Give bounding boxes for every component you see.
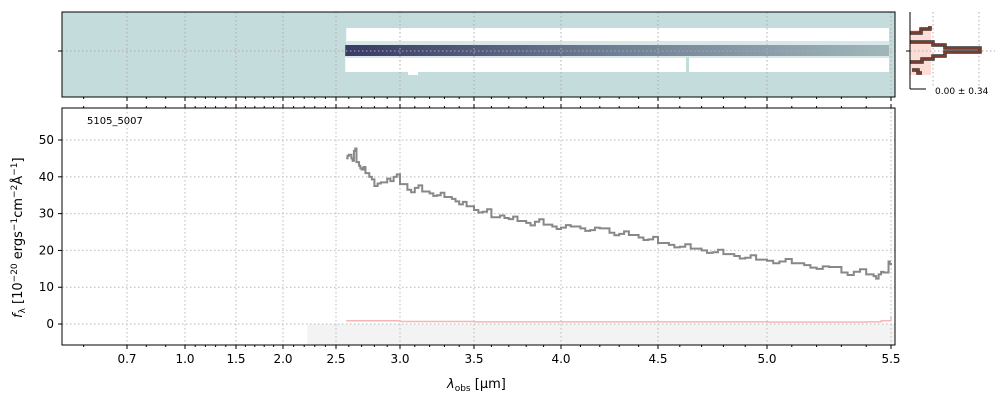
y-tick-label: 40 (39, 170, 54, 184)
profile-panel: 0.00 ± 0.34 (906, 12, 995, 97)
x-label-unit: [μm] (471, 377, 506, 392)
series-flux (346, 147, 892, 280)
x-label-lambda: λ (446, 377, 455, 392)
x-tick-label: 4.0 (551, 352, 570, 366)
y-label-sub: λ (18, 307, 28, 313)
plot-frame (61, 107, 896, 346)
2d-spectrum-panel (58, 11, 896, 101)
x-tick-label: 2.5 (326, 352, 345, 366)
x-tick-label: 0.7 (117, 352, 136, 366)
x-tick-label: 4.5 (648, 352, 667, 366)
profile-label: 0.00 ± 0.34 (935, 87, 989, 97)
y-label-c: cm (11, 198, 26, 218)
2d-halo-bottom (346, 55, 889, 58)
2d-lower-band (345, 57, 889, 72)
y-label-d: Å (10, 176, 26, 185)
y-tick-label: 0 (46, 317, 54, 331)
2d-halo-top (346, 41, 889, 45)
profile-histogram (910, 26, 981, 74)
y-tick-label: 20 (39, 243, 54, 257)
y-label-e3: −2 (10, 185, 20, 198)
series-error (346, 316, 892, 323)
x-axis-label: λobs [μm] (446, 377, 506, 394)
2d-gap (686, 57, 689, 72)
x-tick-label: 5.0 (757, 352, 776, 366)
1d-spectrum-panel: 5105_5007 λobs [μm] fλ [10−20 ergs−1cm−2… (10, 104, 901, 394)
y-label-e1: −20 (10, 263, 20, 282)
2d-spectral-trace (345, 45, 889, 56)
y-tick-label: 10 (39, 280, 54, 294)
2d-artifact (408, 72, 418, 75)
x-tick-label: 3.0 (390, 352, 409, 366)
y-label-f: f (11, 311, 26, 318)
x-tick-label: 1.5 (226, 352, 245, 366)
x-tick-label: 1.0 (175, 352, 194, 366)
x-tick-label: 3.5 (464, 352, 483, 366)
2d-frame (61, 11, 896, 98)
y-tick-label: 30 (39, 207, 54, 221)
shaded-region (307, 324, 895, 345)
y-label-e: ] (11, 157, 26, 162)
y-label-e2: −1 (10, 218, 20, 231)
y-label-b: ergs (11, 231, 26, 263)
x-tick-label: 2.0 (273, 352, 292, 366)
y-label-e4: −1 (10, 163, 20, 176)
y-tick-label: 50 (39, 133, 54, 147)
y-label-a: [10 (11, 282, 26, 308)
2d-upper-band (346, 28, 889, 44)
y-axis-label: fλ [10−20 ergs−1cm−2Å−1] (10, 157, 28, 318)
x-tick-label: 5.5 (881, 352, 900, 366)
x-label-sub: obs (455, 384, 471, 394)
object-id-annotation: 5105_5007 (87, 116, 143, 127)
